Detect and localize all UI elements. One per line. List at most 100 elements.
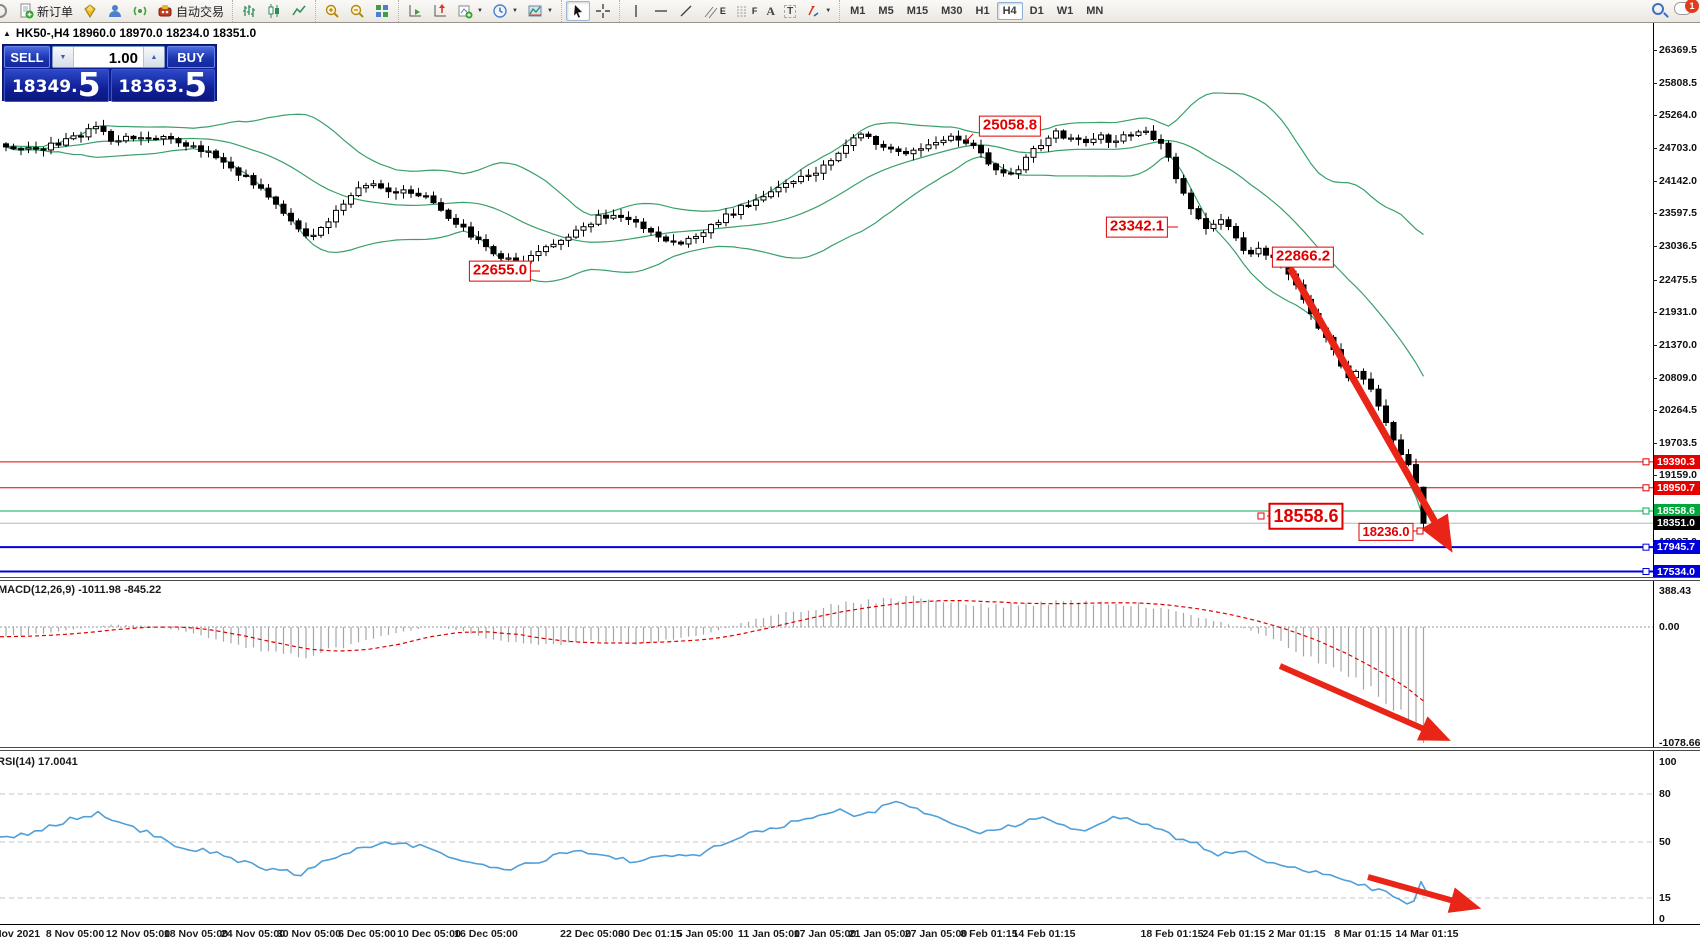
price-annotation-18558.6[interactable]: 18558.6 (1268, 502, 1344, 530)
candle-body (1030, 148, 1037, 158)
candle-body (190, 145, 197, 148)
timeframe-button-m15[interactable]: M15 (906, 5, 929, 17)
zoom-in-button[interactable] (320, 1, 344, 21)
timeframe-button-d1[interactable]: D1 (1029, 5, 1044, 17)
line-handle[interactable] (1642, 568, 1650, 576)
rsi-pane-separator[interactable] (0, 747, 1700, 751)
volume-increase-button[interactable]: ▲ (143, 47, 164, 67)
line-handle[interactable] (1642, 507, 1650, 515)
line-chart-button[interactable] (287, 1, 311, 21)
price-annotation-18236.0[interactable]: 18236.0 (1358, 522, 1414, 542)
quotes-button[interactable] (78, 1, 102, 21)
arrows-dropdown[interactable]: ▼ (801, 1, 835, 21)
annotation-handle[interactable] (1257, 512, 1265, 520)
price-axis-label-20264.5: 20264.5 (1653, 404, 1697, 417)
timeframe-button-mn[interactable]: MN (1086, 5, 1104, 17)
candle-body (888, 146, 894, 150)
price-annotation-25058.8[interactable]: 25058.8 (978, 115, 1042, 137)
timeframe-button-m5[interactable]: M5 (878, 5, 894, 17)
volume-value[interactable]: 1.00 (74, 47, 143, 67)
time-label-3: 18 Nov 05:00 (163, 928, 229, 940)
chat-icon[interactable]: 1 (1674, 0, 1699, 15)
crosshair-tool-button[interactable] (591, 1, 615, 21)
candle-body (1060, 130, 1067, 139)
candle-body (1240, 237, 1247, 251)
price-annotation-22655.0[interactable]: 22655.0 (468, 260, 532, 282)
candlestick-icon (266, 3, 282, 19)
trend-arrow-2[interactable] (1278, 663, 1451, 741)
search-icon[interactable] (1652, 2, 1664, 15)
new-order-button[interactable]: 新订单 (14, 1, 77, 21)
zoom-out-button[interactable] (345, 1, 369, 21)
new-chart-dropdown[interactable]: ▼ (453, 1, 487, 21)
candle-body (843, 145, 849, 154)
price-annotation-23342.1[interactable]: 23342.1 (1105, 216, 1169, 238)
line-handle[interactable] (1642, 484, 1650, 492)
signal-button[interactable] (128, 1, 152, 21)
candle-body (423, 195, 429, 198)
candle-body (100, 126, 107, 132)
trend-arrow-1[interactable] (1286, 266, 1453, 553)
candle-body (858, 133, 864, 139)
text-tool[interactable]: A (762, 1, 779, 21)
price-annotation-22866.2[interactable]: 22866.2 (1271, 246, 1335, 268)
macd-pane-separator[interactable] (0, 577, 1700, 581)
auto-scroll-button[interactable] (403, 1, 427, 21)
sell-price[interactable]: 18349. 5 (4, 68, 109, 102)
candle-body (265, 187, 272, 198)
cursor-tool-button[interactable] (565, 1, 590, 21)
timeframe-button-m30[interactable]: M30 (941, 5, 963, 17)
timeframe-button-w1[interactable]: W1 (1056, 5, 1074, 17)
candle-body (1083, 138, 1089, 144)
profile-button[interactable] (103, 1, 127, 21)
candle-body (1075, 137, 1082, 140)
price-tag-17534.0: 17534.0 (1654, 564, 1700, 579)
line-handle[interactable] (1642, 458, 1650, 466)
notification-badge: 1 (1685, 0, 1699, 13)
time-label-20: 2 Mar 01:15 (1268, 928, 1326, 940)
candlestick-button[interactable] (262, 1, 286, 21)
vertical-line-tool[interactable] (624, 1, 648, 21)
sell-button[interactable]: SELL (4, 46, 50, 68)
candle-body (715, 222, 722, 226)
trend-arrow-3[interactable] (1367, 874, 1482, 913)
candle-body (280, 203, 287, 214)
channel-tool[interactable]: E (699, 1, 730, 21)
text-label-tool[interactable]: T (780, 1, 800, 21)
time-label-5: 30 Nov 05:00 (276, 928, 342, 940)
timeframe-button-h1[interactable]: H1 (975, 5, 990, 17)
buy-price[interactable]: 18363. 5 (110, 68, 215, 102)
period-dropdown[interactable]: ▼ (488, 1, 522, 21)
candle-body (925, 144, 932, 150)
candle-body (610, 214, 617, 219)
annotation-handle[interactable] (1416, 527, 1424, 535)
chevron-down-icon: ▼ (825, 8, 832, 14)
fibonacci-tool[interactable]: F (731, 1, 762, 21)
horizontal-line-icon (653, 3, 669, 19)
volume-decrease-button[interactable]: ▼ (53, 47, 74, 67)
candle-body (738, 204, 744, 215)
chart-shift-button[interactable] (428, 1, 452, 21)
candle-body (153, 137, 159, 141)
candle-body (438, 202, 444, 211)
candle-body (115, 140, 122, 143)
candle-body (753, 199, 759, 206)
candle-body (1203, 218, 1209, 229)
price-axis-label-20809.0: 20809.0 (1653, 372, 1697, 384)
candle-body (385, 187, 392, 193)
bar-chart-button[interactable] (237, 1, 261, 21)
time-label-21: 8 Mar 01:15 (1334, 928, 1392, 940)
tile-windows-button[interactable] (370, 1, 394, 21)
buy-button[interactable]: BUY (167, 46, 215, 68)
timeframe-button-h4[interactable]: H4 (996, 2, 1023, 20)
candle-body (1053, 130, 1059, 139)
trendline-tool[interactable] (674, 1, 698, 21)
timeframe-button-m1[interactable]: M1 (850, 5, 866, 17)
horizontal-line-tool[interactable] (649, 1, 673, 21)
auto-trading-button[interactable]: 自动交易 (153, 1, 228, 21)
time-label-0: Nov 2021 (0, 928, 41, 940)
candle-body (985, 152, 992, 165)
line-handle[interactable] (1642, 543, 1650, 551)
template-dropdown[interactable]: ▼ (523, 1, 557, 21)
